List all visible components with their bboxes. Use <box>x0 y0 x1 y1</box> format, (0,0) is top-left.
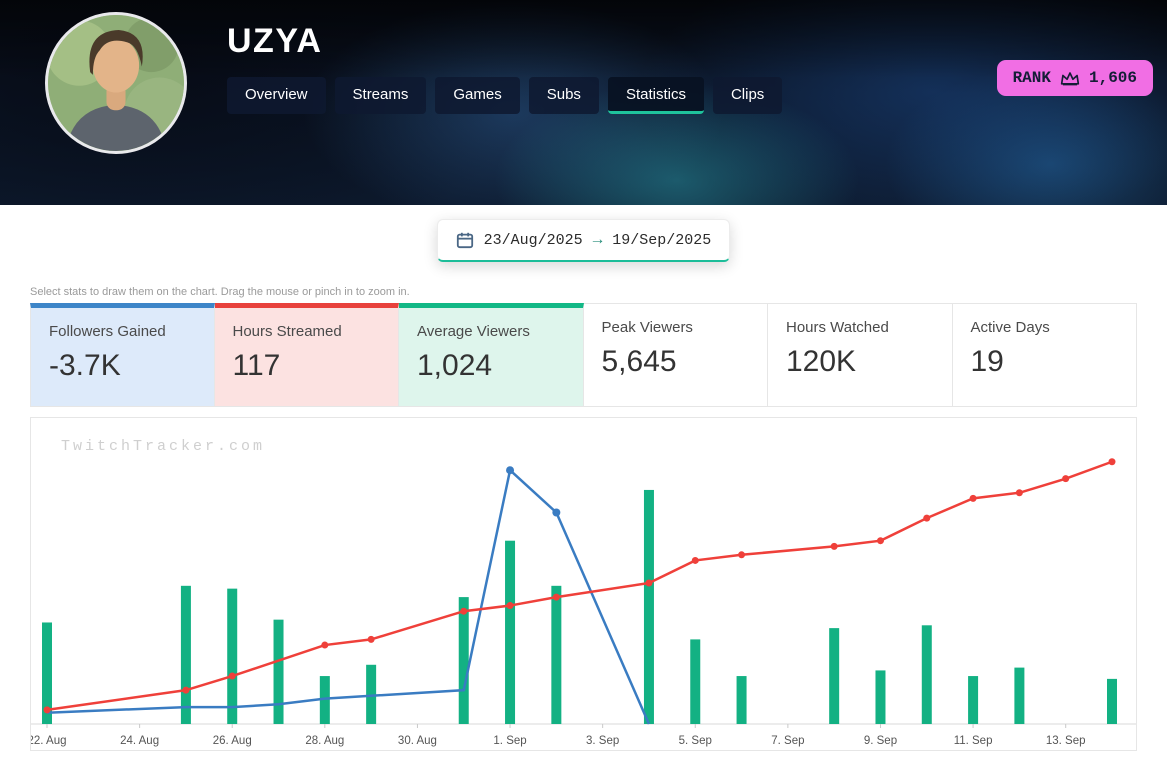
stat-label: Peak Viewers <box>601 319 693 336</box>
tab-games[interactable]: Games <box>435 77 520 114</box>
x-axis-label: 30. Aug <box>398 735 437 747</box>
calendar-icon <box>456 232 473 249</box>
stat-label: Active Days <box>970 319 1050 336</box>
date-range-start: 23/Aug/2025 <box>483 231 583 249</box>
tab-streams[interactable]: Streams <box>334 77 427 114</box>
date-range-end: 19/Sep/2025 <box>612 231 712 249</box>
stats-chart-svg[interactable]: 22. Aug 24. Aug 26. Aug 28. Aug 30. Aug 1. Se… <box>31 428 1136 750</box>
date-picker-row: 23/Aug/2025 → 19/Sep/2025 <box>0 219 1167 262</box>
series-followers-gained <box>46 466 651 725</box>
stat-value: 5,645 <box>601 345 677 378</box>
crown-icon <box>1060 72 1080 86</box>
stats-row: Followers Gained -3.7K Hours Streamed 11… <box>30 303 1137 407</box>
x-axis-label: 9. Sep <box>864 735 897 747</box>
x-axis: 22. Aug 24. Aug 26. Aug 28. Aug 30. Aug 1. Se… <box>31 723 1136 747</box>
chart-instruction: Select stats to draw them on the chart. … <box>30 286 410 298</box>
stat-label: Hours Streamed <box>232 323 342 340</box>
x-axis-label: 22. Aug <box>31 735 67 747</box>
x-axis-label: 28. Aug <box>305 735 344 747</box>
stat-label: Average Viewers <box>417 323 530 340</box>
stat-value: 120K <box>786 345 857 378</box>
series-hours-streamed <box>43 458 1116 714</box>
stat-card-followers-gained[interactable]: Followers Gained -3.7K <box>30 303 215 407</box>
stat-card-active-days[interactable]: Active Days 19 <box>952 303 1137 407</box>
x-axis-label: 1. Sep <box>493 735 526 747</box>
x-axis-label: 13. Sep <box>1046 735 1086 747</box>
rank-label: RANK <box>1012 69 1051 87</box>
rank-value: 1,606 <box>1088 69 1137 87</box>
date-range-picker[interactable]: 23/Aug/2025 → 19/Sep/2025 <box>436 219 731 262</box>
x-axis-label: 24. Aug <box>120 735 159 747</box>
arrow-right-icon: → <box>592 231 603 249</box>
tab-statistics[interactable]: Statistics <box>607 77 704 114</box>
stat-card-average-viewers[interactable]: Average Viewers 1,024 <box>399 303 584 407</box>
x-axis-label: 26. Aug <box>213 735 252 747</box>
stat-card-hours-watched[interactable]: Hours Watched 120K <box>768 303 953 407</box>
stat-card-hours-streamed[interactable]: Hours Streamed 117 <box>214 303 399 407</box>
stat-label: Hours Watched <box>786 319 889 336</box>
page-title: UZYA <box>227 22 323 60</box>
stat-value: 1,024 <box>417 349 493 382</box>
x-axis-label: 7. Sep <box>771 735 804 747</box>
stat-value: 19 <box>970 345 1004 378</box>
tab-overview[interactable]: Overview <box>227 77 326 114</box>
x-axis-label: 5. Sep <box>679 735 712 747</box>
x-axis-label: 3. Sep <box>586 735 619 747</box>
avatar-illustration <box>48 15 184 151</box>
stat-label: Followers Gained <box>49 323 166 340</box>
profile-tabs: Overview Streams Games Subs Statistics C… <box>227 77 783 114</box>
tab-subs[interactable]: Subs <box>528 77 599 114</box>
tab-clips[interactable]: Clips <box>712 77 783 114</box>
profile-header: UZYA Overview Streams Games Subs Statist… <box>0 0 1167 205</box>
avatar <box>45 12 187 154</box>
stat-value: 117 <box>232 349 281 382</box>
stats-chart[interactable]: TwitchTracker.com 22. Aug 24. Aug 26. Aug 2… <box>30 417 1137 751</box>
header-info: UZYA Overview Streams Games Subs Statist… <box>227 12 783 114</box>
x-axis-label: 11. Sep <box>954 735 993 747</box>
series-average-viewers <box>42 489 1117 724</box>
rank-badge[interactable]: RANK 1,606 <box>996 60 1153 96</box>
stat-card-peak-viewers[interactable]: Peak Viewers 5,645 <box>583 303 768 407</box>
stat-value: -3.7K <box>49 349 121 382</box>
